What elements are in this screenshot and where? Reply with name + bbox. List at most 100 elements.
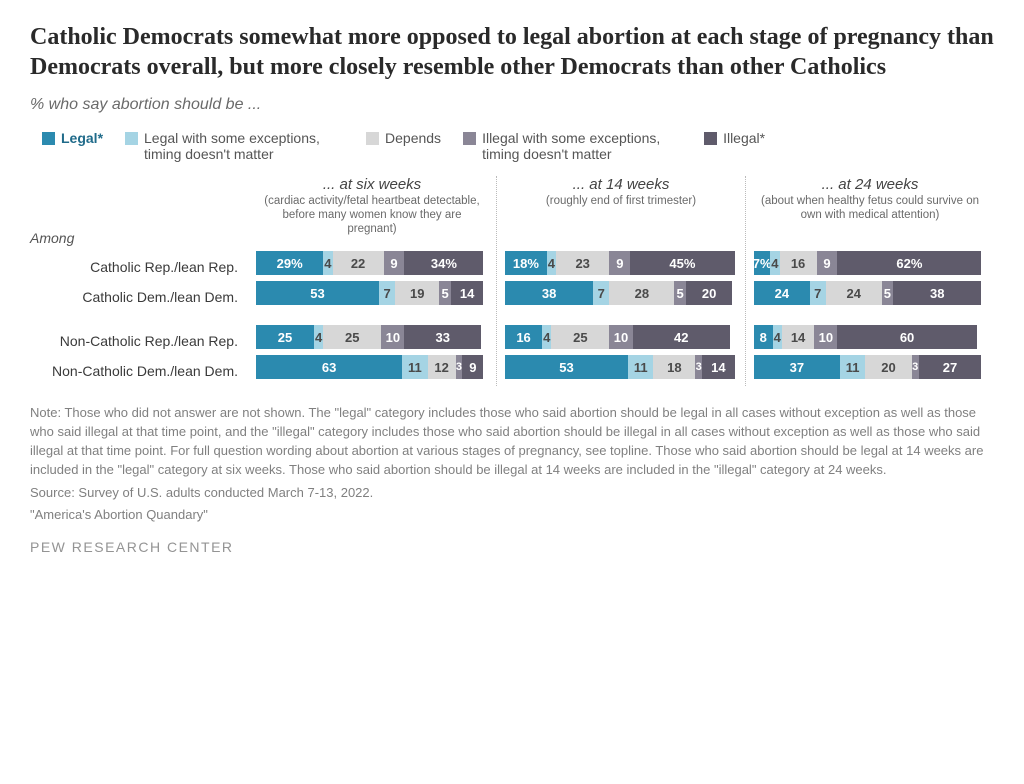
bar-segment: 4 — [770, 251, 779, 275]
legend-item: Depends — [366, 130, 441, 146]
bar-segment: 24 — [754, 281, 810, 305]
bar-segment: 29% — [256, 251, 323, 275]
bar-segment: 62% — [837, 251, 981, 275]
bar-segment: 11 — [402, 355, 428, 379]
bar-segment: 16 — [780, 251, 817, 275]
bar-segment: 33 — [404, 325, 481, 349]
bar-segment: 11 — [628, 355, 654, 379]
chart-note: Note: Those who did not answer are not s… — [30, 404, 994, 479]
bar-segment: 27 — [919, 355, 982, 379]
legend-swatch — [463, 132, 476, 145]
bar-segment: 9 — [609, 251, 630, 275]
bar-segment: 14 — [702, 355, 734, 379]
chart-subtitle: % who say abortion should be ... — [30, 96, 994, 114]
panel-title: ... at six weeks — [260, 176, 484, 193]
bar-segment: 9 — [817, 251, 838, 275]
bar-segment: 7 — [379, 281, 395, 305]
stacked-bar: 84141060 — [754, 322, 986, 352]
legend-label: Legal with some exceptions, timing doesn… — [144, 130, 344, 162]
bar-segment: 12 — [428, 355, 456, 379]
panel-header: ... at six weeks (cardiac activity/fetal … — [256, 176, 488, 248]
bar-segment: 25 — [323, 325, 381, 349]
legend-label: Legal* — [61, 130, 103, 146]
bar-segment: 3 — [456, 355, 463, 379]
stacked-bar: 63111239 — [256, 352, 488, 382]
legend-item: Legal with some exceptions, timing doesn… — [125, 130, 344, 162]
panel: ... at six weeks (cardiac activity/fetal … — [248, 176, 496, 386]
bar-segment: 22 — [333, 251, 384, 275]
bar-segment: 53 — [256, 281, 379, 305]
bar-segment: 25 — [256, 325, 314, 349]
bar-segment: 7 — [810, 281, 826, 305]
legend-label: Illegal with some exceptions, timing doe… — [482, 130, 682, 162]
legend-label: Depends — [385, 130, 441, 146]
bar-segment: 4 — [323, 251, 332, 275]
bar-segment: 45% — [630, 251, 734, 275]
bar-segment: 5 — [674, 281, 686, 305]
bar-segment: 11 — [840, 355, 866, 379]
bar-segment: 5 — [439, 281, 451, 305]
legend-item: Legal* — [42, 130, 103, 146]
legend-swatch — [42, 132, 55, 145]
bar-segment: 20 — [865, 355, 911, 379]
bar-segment: 4 — [542, 325, 551, 349]
chart-source: Source: Survey of U.S. adults conducted … — [30, 484, 994, 503]
panels: ... at six weeks (cardiac activity/fetal … — [248, 176, 994, 386]
bar-segment: 3 — [912, 355, 919, 379]
bar-segment: 25 — [551, 325, 609, 349]
stacked-bar: 24724538 — [754, 278, 986, 308]
stacked-bar: 38728520 — [505, 278, 737, 308]
bar-segment: 14 — [782, 325, 814, 349]
stacked-bar: 7%416962% — [754, 248, 986, 278]
stacked-bar: 29%422934% — [256, 248, 488, 278]
panel-subtitle: (cardiac activity/fetal heartbeat detect… — [260, 195, 484, 236]
panel-subtitle: (roughly end of first trimester) — [509, 195, 733, 209]
bar-segment: 18 — [653, 355, 695, 379]
bar-segment: 5 — [882, 281, 894, 305]
bar-segment: 10 — [814, 325, 837, 349]
bar-segment: 4 — [547, 251, 556, 275]
row-label: Non-Catholic Dem./lean Dem. — [30, 356, 248, 386]
bar-segment: 8 — [754, 325, 773, 349]
bar-segment: 42 — [633, 325, 730, 349]
bar-segment: 9 — [384, 251, 405, 275]
legend-swatch — [125, 132, 138, 145]
bar-segment: 28 — [609, 281, 674, 305]
bar-segment: 7 — [593, 281, 609, 305]
bar-segment: 23 — [556, 251, 609, 275]
bar-segment: 38 — [505, 281, 593, 305]
bar-segment: 9 — [462, 355, 483, 379]
bar-segment: 4 — [773, 325, 782, 349]
panel-title: ... at 14 weeks — [509, 176, 733, 193]
bar-segment: 4 — [314, 325, 323, 349]
panel: ... at 14 weeks (roughly end of first tri… — [496, 176, 745, 386]
panel: ... at 24 weeks(about when healthy fetus… — [745, 176, 994, 386]
bar-segment: 53 — [505, 355, 628, 379]
bar-segment: 10 — [609, 325, 632, 349]
bar-segment: 20 — [686, 281, 732, 305]
bar-segment: 37 — [754, 355, 840, 379]
panel-header: ... at 14 weeks (roughly end of first tri… — [505, 176, 737, 248]
bar-segment: 38 — [893, 281, 981, 305]
bar-segment: 10 — [381, 325, 404, 349]
chart-title: Catholic Democrats somewhat more opposed… — [30, 22, 994, 82]
panel-subtitle: (about when healthy fetus could survive … — [758, 195, 982, 223]
row-labels: AmongCatholic Rep./lean Rep.Catholic Dem… — [30, 176, 248, 386]
bar-segment: 63 — [256, 355, 402, 379]
stacked-bar: 531118314 — [505, 352, 737, 382]
bar-segment: 60 — [837, 325, 976, 349]
stacked-bar: 254251033 — [256, 322, 488, 352]
legend-swatch — [704, 132, 717, 145]
stacked-bar: 18%423945% — [505, 248, 737, 278]
bar-segment: 3 — [695, 355, 702, 379]
row-label: Catholic Dem./lean Dem. — [30, 282, 248, 312]
bar-segment: 16 — [505, 325, 542, 349]
row-label: Catholic Rep./lean Rep. — [30, 252, 248, 282]
stacked-bar: 164251042 — [505, 322, 737, 352]
row-label: Non-Catholic Rep./lean Rep. — [30, 326, 248, 356]
bar-segment: 24 — [826, 281, 882, 305]
legend-item: Illegal with some exceptions, timing doe… — [463, 130, 682, 162]
footer-attribution: PEW RESEARCH CENTER — [30, 539, 994, 555]
legend-label: Illegal* — [723, 130, 765, 146]
bar-segment: 14 — [451, 281, 483, 305]
